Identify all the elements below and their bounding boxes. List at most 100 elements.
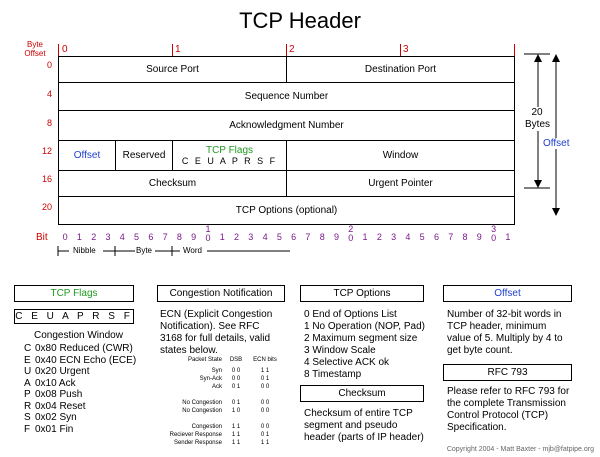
bit-number: 6 [433, 232, 439, 242]
tick-line-2 [286, 44, 287, 56]
ecn-table-header: Packet State DSB ECN bits [187, 357, 277, 363]
size-label: 20 Bytes [525, 107, 551, 131]
checksum-text-line: header (parts of IP header) [304, 432, 424, 443]
bit-number: 8 [319, 232, 325, 242]
congestion-text: ECN (Explicit Congestion Notification). … [160, 309, 272, 357]
flag-list-item: E 0x40 ECN Echo (ECE) [24, 355, 136, 367]
bit-number: 0 [62, 232, 68, 242]
rfc-text-line: Control Protocol (TCP) [447, 410, 549, 421]
flag-list-item: S 0x02 Syn [24, 412, 136, 424]
flag-list-item: U 0x20 Urgent [24, 366, 136, 378]
ecn-table-row [158, 415, 288, 423]
panel-tcp-options-header: TCP Options [300, 285, 424, 302]
size-label-unit: Bytes [525, 119, 551, 130]
bit-number: 7 [162, 232, 168, 242]
offset-text-line: TCP header, minimum [447, 321, 547, 332]
field-source-port: Source Port [58, 56, 287, 83]
bit-number: 4 [262, 232, 268, 242]
flag-desc: 0x40 ECN Echo (ECE) [35, 354, 137, 366]
size-label-value: 20 [531, 107, 543, 118]
flag-letter: A [24, 377, 31, 389]
congestion-window-label: Congestion Window [34, 330, 123, 341]
tick-line-1 [172, 44, 173, 56]
bit-number: 9 [476, 232, 482, 242]
scale-nibble: Nibble [73, 246, 96, 255]
panel-tcp-flags-header: TCP Flags [14, 285, 134, 302]
bit-number: 3 [391, 232, 397, 242]
scale-lines [57, 246, 290, 256]
flag-letter: R [24, 400, 32, 412]
bit-tick-3: 3 [403, 44, 409, 55]
bit-number: 7 [448, 232, 454, 242]
flag-desc: 0x80 Reduced (CWR) [35, 343, 133, 354]
field-tcp-flags: TCP Flags C E U A P R S F [172, 140, 287, 171]
bit-number: 3 [248, 232, 254, 242]
bit-number: 8 [176, 232, 182, 242]
bit-number: 6 [291, 232, 297, 242]
diagram-title: TCP Header [239, 8, 361, 33]
rfc-text-line: Please refer to RFC 793 for [447, 386, 570, 397]
flag-desc: 0x04 Reset [35, 400, 86, 412]
tcp-option-item: 1 No Operation (NOP, Pad) [304, 321, 425, 332]
tcp-option-item: 4 Selective ACK ok [304, 357, 390, 368]
offset-text: Number of 32-bit words in TCP header, mi… [447, 309, 563, 357]
row-offset-4: 4 [46, 89, 52, 99]
bit-tick-1: 1 [175, 44, 181, 55]
bit-tick-2: 2 [289, 44, 295, 55]
checksum-text-line: segment and pseudo [304, 420, 398, 431]
flag-letter: U [24, 366, 32, 377]
flag-desc: 0x01 Fin [35, 423, 74, 435]
bit-number: 3 [105, 232, 111, 242]
bit-number: 8 [462, 232, 468, 242]
bit-number: 1 [505, 232, 511, 242]
field-flag-letters: C E U A P R S F [181, 155, 278, 166]
byte-offset-label-line2: Offset [24, 49, 46, 58]
flag-list-item: R 0x04 Reset [24, 401, 136, 413]
checksum-text: Checksum of entire TCP segment and pseud… [304, 408, 424, 444]
congestion-text-line: 3168 for full details, valid [160, 333, 271, 344]
congestion-text-line: Notification). See RFC [160, 321, 260, 332]
byte-offset-label-line1: Byte [26, 40, 43, 49]
flag-list: C 0x80 Reduced (CWR) E 0x40 ECN Echo (ECE) U… [24, 343, 136, 435]
tcp-option-item: 0 End of Options List [304, 309, 397, 320]
row-offset-0: 0 [46, 60, 52, 70]
row-offset-20: 20 [41, 202, 52, 212]
flag-letter: E [24, 354, 31, 366]
flag-letter: S [24, 412, 31, 423]
row-offset-16: 16 [41, 174, 52, 184]
bit-number: 2 [376, 232, 382, 242]
bit-number: 4 [119, 232, 125, 242]
row-offset-8: 8 [46, 118, 52, 128]
flag-letter: F [24, 423, 31, 435]
byte-offset-label: Byte Offset [18, 40, 52, 58]
tick-line-0 [58, 44, 59, 56]
flag-desc: 0x20 Urgent [35, 366, 90, 377]
field-destination-port: Destination Port [286, 56, 515, 83]
field-tcp-options: TCP Options (optional) [58, 196, 515, 225]
field-sequence-number: Sequence Number [58, 82, 515, 111]
flag-letter: P [24, 389, 31, 400]
flag-list-item: A 0x10 Ack [24, 378, 136, 390]
tcp-option-item: 3 Window Scale [304, 345, 376, 356]
bit-number: 2 [91, 232, 97, 242]
scale-word: Word [183, 246, 202, 255]
bit-number: 5 [276, 232, 282, 242]
tcp-options-list: 0 End of Options List 1 No Operation (NOP… [304, 309, 425, 381]
bit-number: 1 [219, 232, 225, 242]
bit-number: 1 [362, 232, 368, 242]
flags-box: C E U A P R S F [14, 309, 134, 324]
panel-congestion-header: Congestion Notification [157, 285, 285, 302]
tcp-option-item: 8 Timestamp [304, 369, 362, 380]
flag-list-item: C 0x80 Reduced (CWR) [24, 343, 136, 355]
rfc-text: Please refer to RFC 793 for the complete… [447, 386, 569, 434]
bit-number: 9 [191, 232, 197, 242]
